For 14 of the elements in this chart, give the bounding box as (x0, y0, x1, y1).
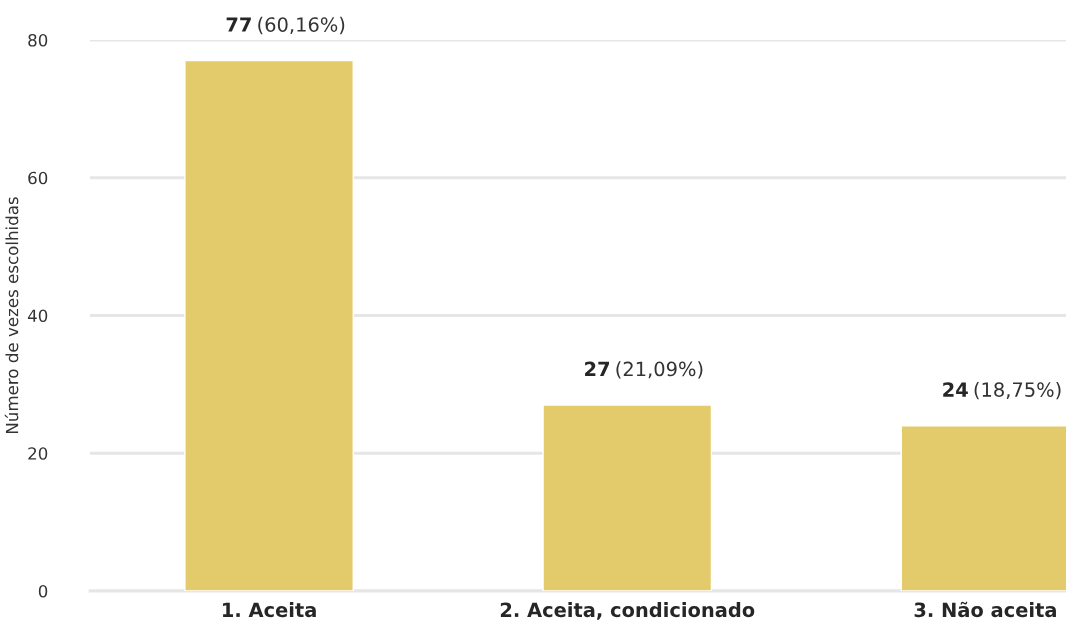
y-tick-label: 0 (38, 584, 48, 598)
y-tick-label: 40 (27, 309, 48, 323)
x-tick-label: 2. Aceita, condicionado (500, 602, 755, 620)
bar (184, 59, 354, 591)
y-tick-label: 60 (28, 171, 48, 185)
data-label: 77 (60,16%) (226, 16, 345, 35)
y-axis-title: Número de vezes escolhidas (4, 197, 19, 434)
y-tick-label: 80 (28, 33, 48, 47)
y-tick-label: 20 (28, 447, 48, 460)
data-label: 27 (21,09%) (585, 361, 703, 379)
x-tick-label: 3. Não aceita (914, 601, 1056, 618)
x-tick-label: 1. Aceita (223, 602, 316, 618)
data-label: 24 (18,75%) (943, 381, 1061, 400)
bar (542, 404, 713, 591)
